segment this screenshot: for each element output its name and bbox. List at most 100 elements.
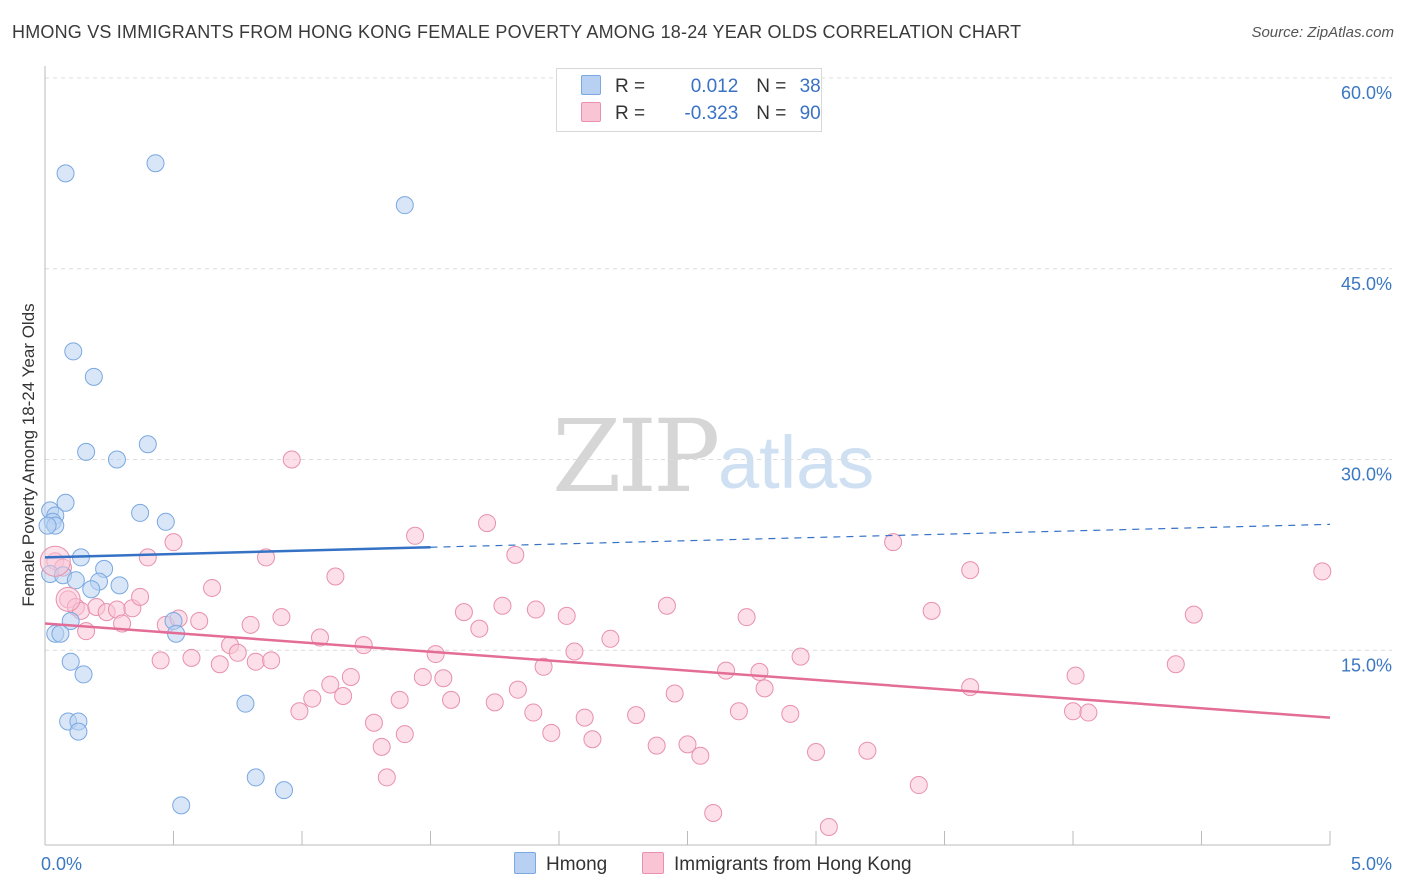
hongkong-point [755,679,774,698]
hongkong-point [884,533,903,552]
hongkong-point [508,680,527,699]
hongkong-point [542,723,561,742]
bottom-legend-swatch-hongkong [642,852,664,874]
hongkong-point [131,587,150,606]
legend-r-value-hmong: 0.012 [690,76,739,97]
watermark-atlas: atlas [718,421,875,504]
hongkong-point [627,706,646,725]
hongkong-point-large [55,586,81,612]
axes [44,66,1331,846]
legend-r-label: R = [615,76,646,97]
hongkong-point [729,702,748,721]
hmong-point [66,571,85,590]
y-tick-label: 30.0% [1341,465,1392,485]
hongkong-point [665,684,684,703]
hmong-point [275,781,294,800]
hongkong-point [303,689,322,708]
hongkong-point [470,619,489,638]
tick-labels: 15.0% 30.0% 45.0% 60.0% 0.0% 5.0% [41,83,1392,874]
hmong-point [56,493,75,512]
hongkong-point [781,704,800,723]
hongkong-point [203,578,222,597]
hongkong-point [493,596,512,615]
source-label: Source: ZipAtlas.com [1251,24,1394,41]
hongkong-point [750,662,769,681]
legend-n-value-hmong: 38 [799,76,821,97]
hongkong-point [737,608,756,627]
hongkong-point [272,608,291,627]
legend-swatch-hmong [581,75,601,95]
hongkong-point [858,741,877,760]
bottom-legend-hmong: Hmong [514,852,607,876]
legend-r-label: R = [615,103,646,124]
y-tick-label: 60.0% [1341,83,1392,103]
hongkong-point [557,606,576,625]
hmong-point [172,796,191,815]
watermark-zip: ZIP [552,398,720,515]
hongkong-point [413,667,432,686]
hmong-trend-line-extension [430,523,1331,548]
bottom-legend-label-hmong: Hmong [546,854,608,875]
y-axis-label: Female Poverty Among 18-24 Year Olds [19,303,38,606]
hongkong-point [678,735,697,754]
hongkong-point [478,514,497,533]
hmong-point [61,652,80,671]
hongkong-point [657,596,676,615]
hmong-point [38,516,57,535]
bottom-legend-swatch-hmong [514,852,536,874]
hongkong-point [434,669,453,688]
hongkong-point [364,713,383,732]
hmong-point [51,624,70,643]
hongkong-point [575,708,594,727]
hmong-point [236,694,255,713]
hongkong-point [1313,562,1332,581]
hongkong-point [372,737,391,756]
hmong-point [74,665,93,684]
hongkong-point [524,703,543,722]
bottom-legend-label-hongkong: Immigrants from Hong Kong [674,854,912,875]
hongkong-point [257,548,276,567]
legend-row-hmong: R = 0.012 N = 38 [581,75,821,101]
hongkong-point [310,628,329,647]
data-points [38,154,1332,837]
y-tick-label: 15.0% [1341,655,1392,675]
hongkong-point [151,651,170,670]
hongkong-point [1066,666,1085,685]
legend-n-label: N = [756,76,787,97]
hongkong-point [334,687,353,706]
hongkong-point [341,667,360,686]
hmong-point [110,576,129,595]
hongkong-point [426,645,445,664]
hmong-trend-line [44,545,431,559]
hongkong-point [442,690,461,709]
hongkong-point [807,742,825,761]
x-tick-label: 5.0% [1351,854,1392,874]
y-tick-label: 45.0% [1341,274,1392,294]
hongkong-point [1184,605,1203,624]
x-tick-label: 0.0% [41,854,82,874]
hongkong-point [601,629,620,648]
hongkong-trend-line [44,622,1331,719]
hongkong-point [354,636,373,655]
hongkong-point [241,615,260,634]
hongkong-point [485,693,504,712]
hongkong-point [1166,655,1185,674]
hmong-point [131,503,150,522]
legend-row-hongkong: R = -0.323 N = 90 [581,102,821,128]
legend-swatch-hongkong [581,102,601,122]
hongkong-point [454,603,473,622]
hmong-point [246,768,265,787]
hmong-point [146,154,165,173]
hongkong-point [704,804,723,823]
hongkong-point [819,818,838,837]
chart-title: HMONG VS IMMIGRANTS FROM HONG KONG FEMAL… [12,22,1022,42]
hongkong-point [1064,702,1082,721]
legend-n-label: N = [756,103,787,124]
hongkong-point [961,561,980,580]
hongkong-point [377,768,396,787]
hongkong-point [1079,703,1098,722]
hongkong-point [182,648,201,667]
hmong-point [56,164,75,183]
hmong-point [107,450,126,469]
